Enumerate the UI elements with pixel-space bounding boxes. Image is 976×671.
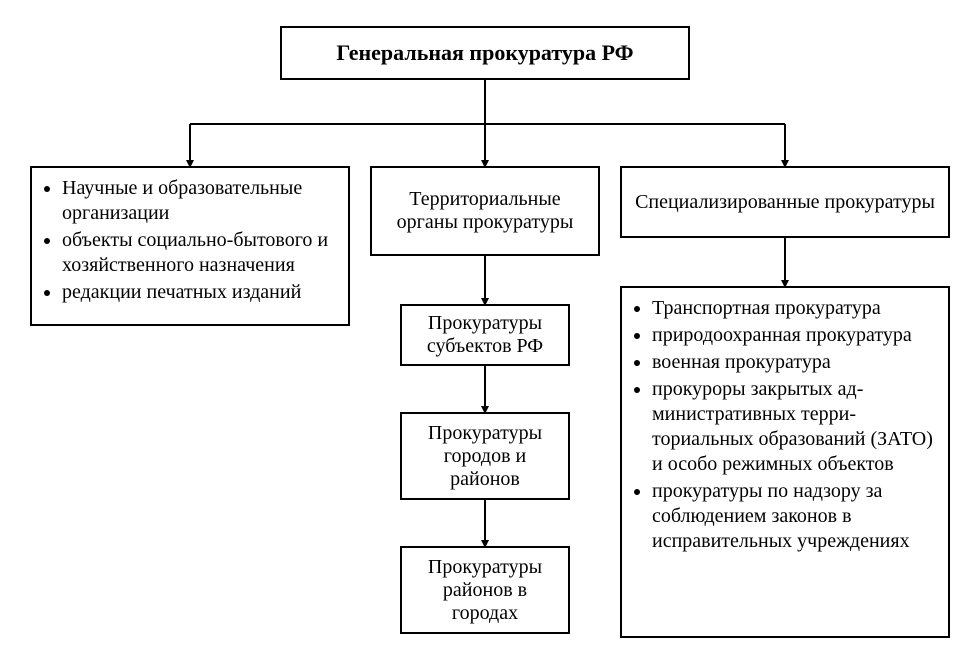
node-districts-in-cities: Прокуратуры районов в городах [400, 546, 570, 634]
node-subjects: Прокуратуры субъектов РФ [400, 304, 570, 366]
node-text: Территориальные органы прокуратуры [384, 188, 586, 234]
node-left-list-ul: Научные и образователь­ные организации о… [44, 176, 336, 307]
node-root-text: Генеральная прокуратура РФ [336, 40, 633, 66]
spec-item: прокуратуры по надзору за соблюдением за… [652, 479, 936, 554]
node-left-list: Научные и образователь­ные организации о… [30, 166, 350, 326]
left-item: Научные и образователь­ные организации [62, 176, 336, 226]
node-cities-districts: Прокуратуры городов и районов [400, 412, 570, 500]
spec-item: военная прокуратура [652, 350, 936, 375]
node-text: Прокуратуры субъектов РФ [414, 312, 556, 358]
node-territorial-bodies: Территориальные органы прокуратуры [370, 166, 600, 256]
spec-item: природоохранная проку­ратура [652, 323, 936, 348]
node-text: Специализированные прокуратуры [635, 191, 935, 214]
spec-item: Транспортная прокуратура [652, 296, 936, 321]
node-text: Прокуратуры районов в городах [414, 556, 556, 625]
node-text: Прокуратуры городов и районов [414, 422, 556, 491]
node-specialized-list: Транспортная прокуратура природоохранная… [620, 286, 950, 638]
left-item: редакции печатных изданий [62, 280, 336, 305]
node-root: Генеральная прокуратура РФ [280, 26, 690, 80]
left-item: объекты социально-быто­вого и хозяйствен… [62, 228, 336, 278]
diagram-canvas: Генеральная прокуратура РФ Научные и обр… [0, 0, 976, 671]
specialized-list-ul: Транспортная прокуратура природоохранная… [634, 296, 936, 556]
node-specialized: Специализированные прокуратуры [620, 166, 950, 238]
spec-item: прокуроры закрытых ад­министративных тер… [652, 377, 936, 477]
